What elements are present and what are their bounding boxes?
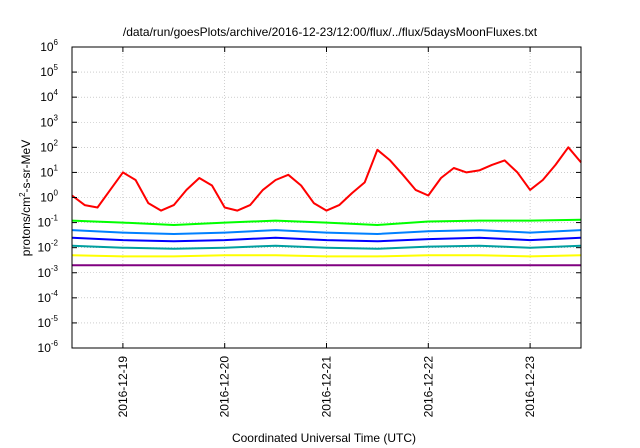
y-tick-label: 102 [40, 138, 58, 154]
series-line [71, 236, 582, 243]
y-axis-label: protons/cm2-s-sr-MeV [18, 140, 33, 256]
y-tick-base: 10 [38, 316, 52, 330]
y-tick-exponent: -3 [51, 264, 59, 273]
series-line [71, 218, 582, 226]
y-tick-label: 106 [40, 38, 58, 54]
y-tick-base: 10 [38, 291, 52, 305]
y-tick-base: 10 [40, 65, 54, 79]
y-tick-exponent: 5 [54, 63, 59, 72]
y-tick-base: 10 [40, 191, 54, 205]
x-tick-label: 2016-12-19 [116, 356, 130, 418]
y-tick-exponent: -6 [51, 339, 59, 348]
x-tick-label: 2016-12-22 [421, 356, 435, 418]
y-axis-label-base: protons/cm [19, 197, 33, 256]
y-tick-exponent: 6 [54, 38, 59, 47]
x-axis-label: Coordinated Universal Time (UTC) [232, 431, 416, 445]
y-tick-base: 10 [40, 165, 54, 179]
y-tick-base: 10 [38, 241, 52, 255]
y-tick-exponent: -5 [51, 314, 59, 323]
y-tick-label: 10-5 [38, 314, 59, 330]
grid [72, 46, 581, 349]
plot-frame [71, 46, 582, 349]
series-line [71, 146, 582, 212]
y-tick-exponent: 4 [54, 88, 59, 97]
y-tick-label: 10-2 [38, 239, 59, 255]
y-tick-exponent: -2 [51, 239, 59, 248]
y-tick-label: 10-3 [38, 264, 59, 280]
y-tick-label: 101 [40, 163, 58, 179]
series-line [71, 229, 582, 235]
y-tick-exponent: -4 [51, 289, 59, 298]
y-tick-base: 10 [40, 140, 54, 154]
y-tick-label: 100 [40, 189, 58, 205]
y-tick-base: 10 [38, 266, 52, 280]
x-tick-label: 2016-12-20 [218, 356, 232, 418]
y-tick-label: 103 [40, 113, 58, 129]
y-tick-label: 104 [40, 88, 58, 104]
y-tick-exponent: -1 [51, 214, 59, 223]
y-tick-exponent: 2 [54, 138, 59, 147]
y-tick-label: 10-1 [38, 214, 59, 230]
series-layer [71, 146, 582, 267]
y-tick-base: 10 [40, 90, 54, 104]
x-tick-label: 2016-12-23 [523, 356, 537, 418]
y-tick-label: 10-4 [38, 289, 59, 305]
y-tick-labels: 10-610-510-410-310-210-11001011021031041… [38, 38, 59, 355]
series-line [71, 244, 582, 250]
chart-title: /data/run/goesPlots/archive/2016-12-23/1… [123, 25, 538, 39]
y-tick-base: 10 [40, 40, 54, 54]
x-tick-labels: 2016-12-19 2016-12-20 2016-12-21 2016-12-22… [116, 356, 537, 418]
y-tick-label: 10-6 [38, 339, 59, 355]
y-tick-exponent: 1 [54, 163, 59, 172]
y-tick-base: 10 [40, 115, 54, 129]
y-tick-base: 10 [38, 341, 52, 355]
series-line [71, 254, 582, 258]
x-tick-label: 2016-12-21 [320, 356, 334, 418]
y-axis-label-sup: 2 [18, 192, 27, 197]
y-tick-exponent: 0 [54, 189, 59, 198]
y-tick-label: 105 [40, 63, 58, 79]
y-tick-exponent: 3 [54, 113, 59, 122]
y-tick-base: 10 [38, 216, 52, 230]
y-axis-label-rest: -s-sr-MeV [19, 140, 33, 193]
